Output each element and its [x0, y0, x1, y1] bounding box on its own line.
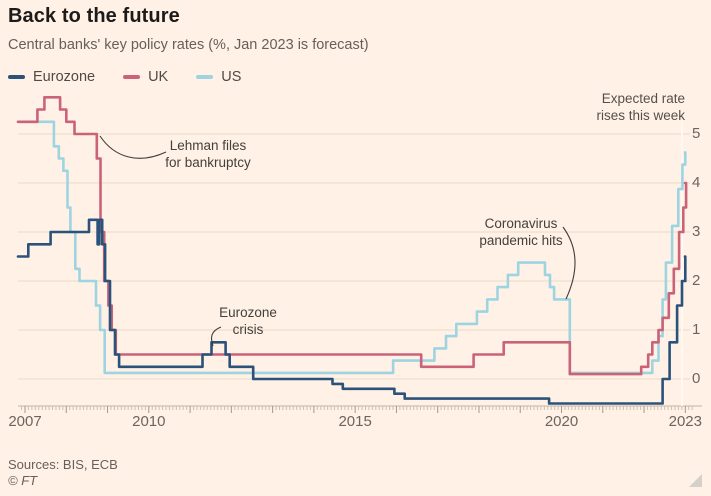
- us-line-swatch-icon: [196, 75, 214, 79]
- annotation-eurozone-line1: Eurozone: [219, 305, 277, 320]
- annotation-expected-line1: Expected rate: [601, 91, 685, 106]
- legend-label-uk: UK: [148, 69, 169, 85]
- y-axis-label-4: 4: [692, 174, 701, 191]
- annotation-expected-line2: rises this week: [596, 108, 685, 123]
- y-axis-label-3: 3: [692, 223, 701, 240]
- chart-subtitle: Central banks' key policy rates (%, Jan …: [8, 37, 369, 53]
- annotation-lehman: Lehman files for bankruptcy: [148, 137, 268, 171]
- x-axis-label-2010: 2010: [132, 413, 166, 430]
- series-line-uk: [16, 96, 688, 376]
- legend: Eurozone UK US: [8, 69, 241, 85]
- y-axis-label-0: 0: [692, 370, 701, 387]
- annotation-covid-line2: pandemic hits: [479, 233, 563, 248]
- y-axis-label-5: 5: [692, 125, 701, 142]
- series-line-eurozone: [16, 218, 687, 405]
- y-axis-label-1: 1: [692, 321, 701, 338]
- annotation-eurozone-line2: crisis: [232, 322, 264, 337]
- annotation-expected-rate-rises: Expected rate rises this week: [556, 90, 685, 124]
- legend-label-us: US: [221, 69, 242, 85]
- y-axis-label-2: 2: [692, 272, 701, 289]
- eurozone-pointer-line: [211, 326, 222, 347]
- x-axis-label-2023: 2023: [668, 413, 702, 430]
- annotation-eurozone-crisis: Eurozone crisis: [203, 304, 293, 338]
- chart-title: Back to the future: [8, 5, 180, 27]
- covid-pointer-line: [562, 226, 576, 300]
- ft-copyright: © FT: [8, 473, 38, 488]
- legend-item-us: US: [196, 69, 241, 85]
- uk-line-swatch-icon: [123, 75, 141, 79]
- eurozone-line-swatch-icon: [8, 75, 25, 79]
- annotation-lehman-line2: for bankruptcy: [165, 155, 251, 170]
- lehman-pointer-line: [99, 135, 167, 159]
- annotation-covid: Coronavirus pandemic hits: [452, 215, 590, 249]
- legend-label-eurozone: Eurozone: [33, 69, 96, 85]
- legend-item-eurozone: Eurozone: [8, 69, 95, 85]
- x-axis-label-2007: 2007: [8, 413, 42, 430]
- x-axis-label-2015: 2015: [338, 413, 372, 430]
- annotation-lehman-line1: Lehman files: [169, 138, 247, 153]
- sources-text: Sources: BIS, ECB: [8, 457, 118, 472]
- x-axis-label-2020: 2020: [544, 413, 579, 430]
- legend-item-uk: UK: [123, 69, 168, 85]
- annotation-covid-line1: Coronavirus: [484, 216, 558, 231]
- resize-handle-icon[interactable]: [689, 474, 702, 487]
